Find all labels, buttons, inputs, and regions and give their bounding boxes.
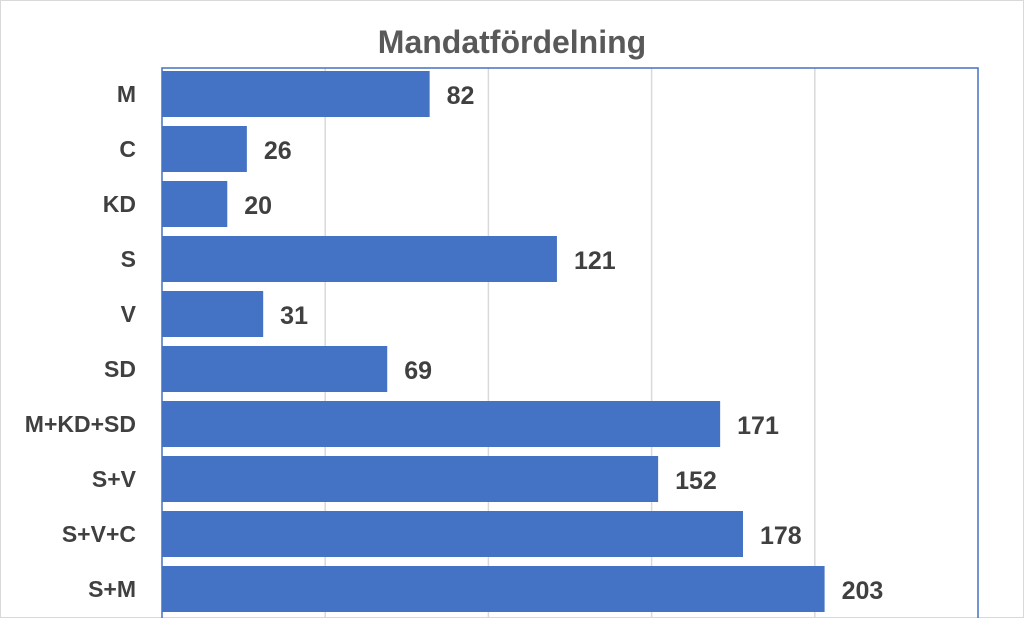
category-label: S+V [92, 466, 137, 492]
bar-m-kd-sd [162, 401, 721, 447]
labels: M 82 C 26 KD 20 S 121 V 31 SD 69 M+KD+SD 171 S+V 152 S+V… [25, 81, 884, 605]
bar-v [162, 291, 264, 337]
chart-title: Mandatfördelning [377, 24, 647, 60]
category-label: V [121, 301, 137, 327]
data-label: 203 [842, 577, 884, 605]
bar-c [162, 126, 247, 172]
category-label: S+V+C [62, 521, 136, 547]
bars [162, 71, 825, 612]
bar-s-v [162, 456, 659, 502]
category-label: S+M [88, 576, 136, 602]
bar-m [162, 71, 430, 117]
bar-s-m [162, 566, 825, 612]
bar-s [162, 236, 557, 282]
data-label: 171 [737, 412, 779, 440]
data-label: 69 [404, 357, 432, 385]
bar-sd [162, 346, 388, 392]
category-label: M [117, 81, 136, 107]
data-label: 20 [244, 192, 272, 220]
bar-kd [162, 181, 228, 227]
category-label: M+KD+SD [25, 411, 136, 437]
category-label: S [121, 246, 136, 272]
data-label: 152 [675, 467, 717, 495]
plot-area-border [161, 67, 979, 618]
category-label: C [119, 136, 136, 162]
data-label: 26 [264, 137, 292, 165]
data-label: 31 [280, 302, 308, 330]
data-label: 82 [447, 82, 475, 110]
category-label: SD [104, 356, 136, 382]
category-label: KD [103, 191, 136, 217]
data-label: 178 [760, 522, 802, 550]
bar-s-v-c [162, 511, 743, 557]
data-label: 121 [574, 247, 616, 275]
